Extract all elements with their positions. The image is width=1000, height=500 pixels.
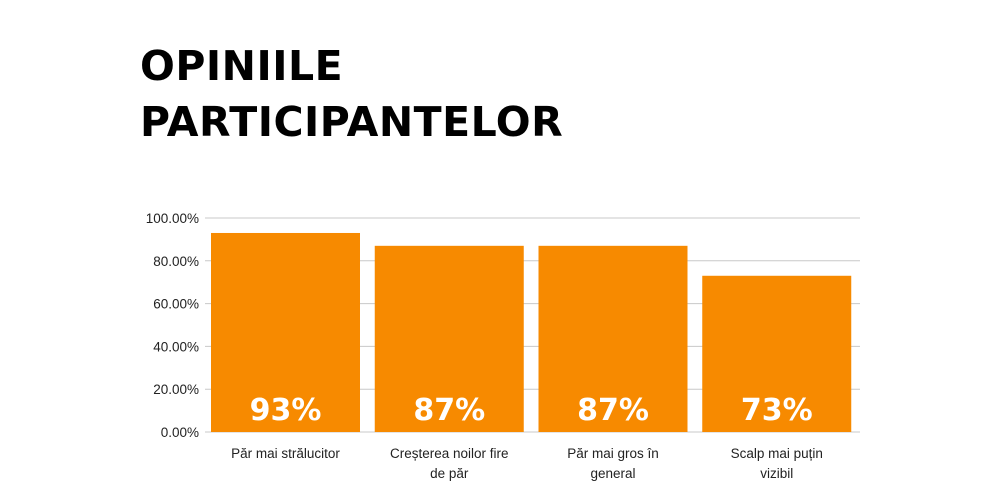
bar <box>211 232 360 432</box>
bar <box>538 245 688 432</box>
category-label: general <box>590 466 635 481</box>
y-tick-label: 0.00% <box>161 425 199 440</box>
category-label: Păr mai strălucitor <box>231 446 340 461</box>
category-label: Păr mai gros în <box>567 446 659 461</box>
chart-title-line-2: PARTICIPANTELOR <box>140 98 564 146</box>
category-labels: Păr mai strălucitor Creșterea noilor fire… <box>231 446 823 481</box>
bars <box>211 232 852 432</box>
category-label: de păr <box>430 466 469 481</box>
chart-title: OPINIILE PARTICIPANTELOR <box>140 38 563 150</box>
category-label: Scalp mai puțin <box>731 446 823 461</box>
y-tick-label: 60.00% <box>153 297 199 312</box>
y-tick-label: 100.00% <box>146 211 199 226</box>
data-labels: 93% 87% 87% 73% <box>250 393 813 428</box>
data-label: 73% <box>741 393 813 428</box>
data-label: 87% <box>577 393 649 428</box>
data-label: 93% <box>250 393 322 428</box>
data-label: 87% <box>413 393 485 428</box>
y-tick-label: 80.00% <box>153 254 199 269</box>
chart-title-line-1: OPINIILE <box>140 42 344 90</box>
y-tick-label: 40.00% <box>153 339 199 354</box>
bar <box>702 275 852 432</box>
y-axis-tick-labels: 0.00% 20.00% 40.00% 60.00% 80.00% 100.00% <box>146 211 199 440</box>
y-tick-label: 20.00% <box>153 382 199 397</box>
category-label: vizibil <box>760 466 793 481</box>
category-label: Creșterea noilor fire <box>390 446 509 461</box>
bar <box>374 245 524 432</box>
